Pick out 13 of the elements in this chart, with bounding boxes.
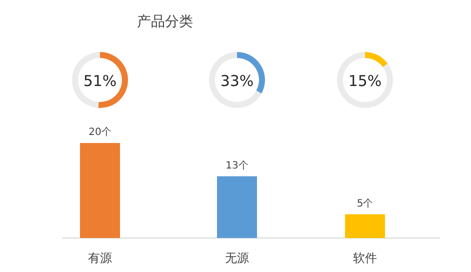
x-tick-label: 无源	[225, 251, 249, 265]
text: 51%	[83, 72, 117, 90]
text: 15%	[348, 72, 382, 90]
donut-slice	[209, 52, 262, 108]
text: 33%	[220, 72, 254, 90]
chart-title: 产品分类	[137, 14, 193, 30]
donut-slice	[337, 52, 393, 108]
donut-slice	[365, 52, 388, 68]
data-label: 13个	[226, 159, 248, 172]
x-tick-label: 有源	[88, 251, 112, 265]
x-tick-label: 软件	[353, 251, 377, 265]
data-label: 5个	[356, 197, 374, 210]
data-label: 20个	[88, 126, 112, 138]
